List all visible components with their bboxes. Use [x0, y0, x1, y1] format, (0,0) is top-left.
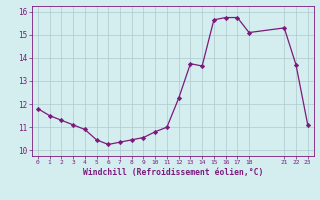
X-axis label: Windchill (Refroidissement éolien,°C): Windchill (Refroidissement éolien,°C) — [83, 168, 263, 177]
